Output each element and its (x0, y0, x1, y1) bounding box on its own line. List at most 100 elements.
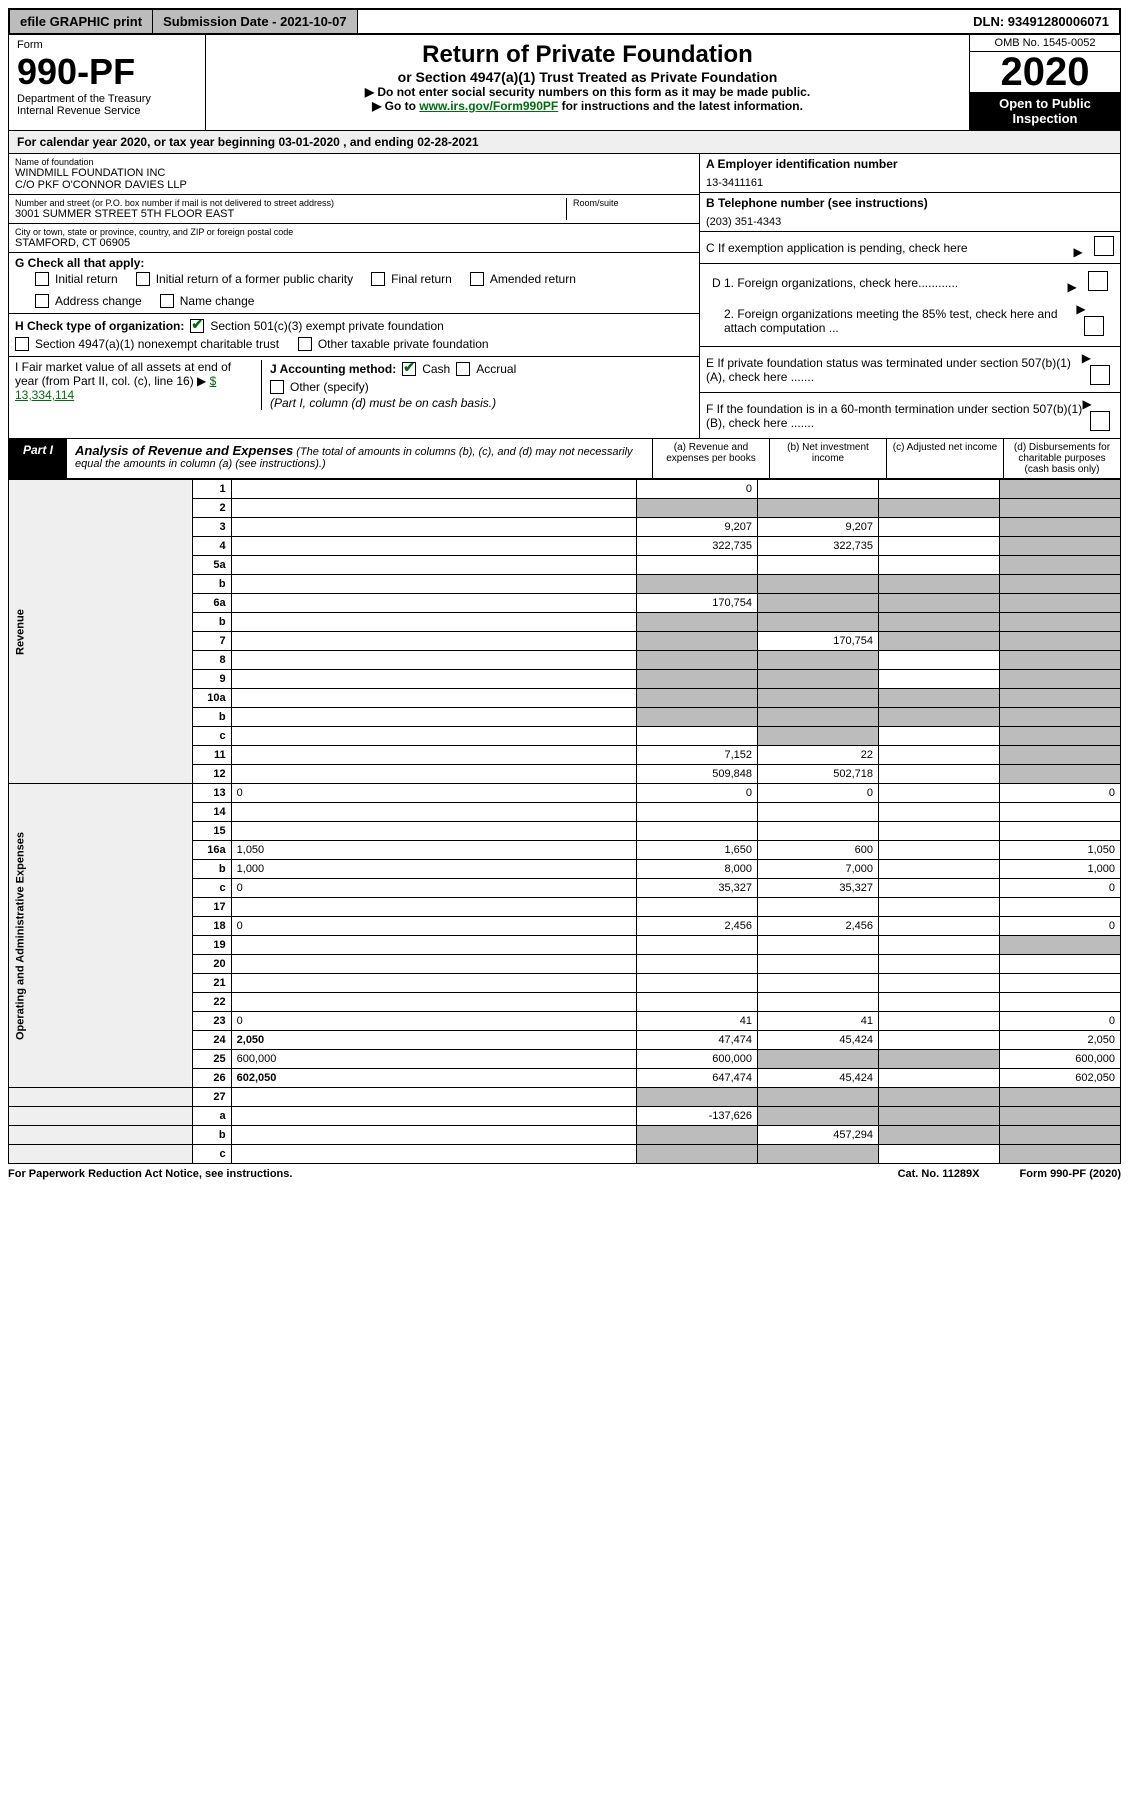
amount-cell (879, 974, 1000, 993)
d1-checkbox[interactable] (1088, 271, 1108, 291)
row-description: 0 (231, 784, 636, 803)
row-number: 23 (192, 1012, 231, 1031)
amount-cell (1000, 632, 1121, 651)
cash-checkbox[interactable] (402, 362, 416, 376)
amount-cell (637, 632, 758, 651)
row-number: 14 (192, 803, 231, 822)
amount-cell (637, 1145, 758, 1164)
amount-cell (879, 689, 1000, 708)
amount-cell (637, 1126, 758, 1145)
row-number: 26 (192, 1069, 231, 1088)
dept-treasury: Department of the Treasury (17, 93, 197, 105)
amount-cell (879, 898, 1000, 917)
col-d-header: (d) Disbursements for charitable purpose… (1003, 439, 1120, 478)
row-description (231, 1088, 636, 1107)
row-number: 12 (192, 765, 231, 784)
amount-cell: 1,650 (637, 841, 758, 860)
row-number: 13 (192, 784, 231, 803)
b-phone-label: B Telephone number (see instructions) (706, 196, 1114, 210)
amount-cell (758, 727, 879, 746)
amount-cell (879, 727, 1000, 746)
row-number: 7 (192, 632, 231, 651)
other-method-checkbox[interactable] (270, 380, 284, 394)
row-number: 27 (192, 1088, 231, 1107)
initial-former-checkbox[interactable] (136, 272, 150, 286)
section-label: Revenue (9, 480, 193, 784)
d2-checkbox[interactable] (1084, 316, 1104, 336)
amount-cell (879, 841, 1000, 860)
amount-cell (1000, 537, 1121, 556)
note-goto: ▶ Go to www.irs.gov/Form990PF for instru… (212, 99, 963, 113)
row-number: b (192, 613, 231, 632)
amount-cell (758, 670, 879, 689)
amount-cell (1000, 518, 1121, 537)
amount-cell (1000, 556, 1121, 575)
final-return-checkbox[interactable] (371, 272, 385, 286)
row-description (231, 822, 636, 841)
amount-cell (758, 651, 879, 670)
row-description (231, 955, 636, 974)
irs-label: Internal Revenue Service (17, 105, 197, 117)
page-footer: For Paperwork Reduction Act Notice, see … (8, 1164, 1121, 1184)
efile-button[interactable]: efile GRAPHIC print (10, 10, 153, 33)
amount-cell (637, 822, 758, 841)
row-number: 2 (192, 499, 231, 518)
amount-cell (758, 936, 879, 955)
amount-cell (879, 860, 1000, 879)
amended-return-checkbox[interactable] (470, 272, 484, 286)
row-description (231, 556, 636, 575)
f-checkbox[interactable] (1090, 411, 1110, 431)
row-description: 602,050 (231, 1069, 636, 1088)
col-b-header: (b) Net investment income (769, 439, 886, 478)
amount-cell (637, 974, 758, 993)
amount-cell: 457,294 (758, 1126, 879, 1145)
row-description (231, 993, 636, 1012)
amount-cell (637, 613, 758, 632)
row-description: 0 (231, 879, 636, 898)
ein-value: 13-3411161 (706, 171, 1114, 189)
amount-cell (879, 651, 1000, 670)
row-description (231, 898, 636, 917)
row-description (231, 936, 636, 955)
table-row: c (9, 1145, 1121, 1164)
accrual-checkbox[interactable] (456, 362, 470, 376)
row-number: c (192, 879, 231, 898)
amount-cell: 0 (637, 480, 758, 499)
other-taxable-checkbox[interactable] (298, 337, 312, 351)
amount-cell: 41 (637, 1012, 758, 1031)
name-change-checkbox[interactable] (160, 294, 174, 308)
amount-cell (879, 1107, 1000, 1126)
c-checkbox[interactable] (1094, 236, 1114, 256)
amount-cell (637, 1088, 758, 1107)
address-label: Number and street (or P.O. box number if… (15, 198, 566, 208)
e-checkbox[interactable] (1090, 365, 1110, 385)
amount-cell (758, 689, 879, 708)
c-exemption-label: C If exemption application is pending, c… (706, 241, 968, 255)
room-label: Room/suite (573, 198, 693, 208)
amount-cell (879, 746, 1000, 765)
amount-cell (758, 955, 879, 974)
row-number: c (192, 1145, 231, 1164)
table-row: b457,294 (9, 1126, 1121, 1145)
initial-return-checkbox[interactable] (35, 272, 49, 286)
amount-cell: 600,000 (1000, 1050, 1121, 1069)
amount-cell (1000, 746, 1121, 765)
4947a1-checkbox[interactable] (15, 337, 29, 351)
amount-cell: 9,207 (637, 518, 758, 537)
d1-label: D 1. Foreign organizations, check here..… (712, 276, 958, 290)
form-number: 990-PF (17, 51, 197, 93)
row-number: 17 (192, 898, 231, 917)
amount-cell (637, 499, 758, 518)
amount-cell: 170,754 (637, 594, 758, 613)
amount-cell (1000, 651, 1121, 670)
amount-cell (879, 575, 1000, 594)
i-label: I Fair market value of all assets at end… (15, 360, 231, 388)
form990pf-link[interactable]: www.irs.gov/Form990PF (419, 99, 558, 113)
address-change-checkbox[interactable] (35, 294, 49, 308)
j-label: J Accounting method: (270, 362, 396, 376)
row-description: 1,000 (231, 860, 636, 879)
row-description (231, 1126, 636, 1145)
city-label: City or town, state or province, country… (15, 227, 693, 237)
501c3-checkbox[interactable] (190, 319, 204, 333)
col-c-header: (c) Adjusted net income (886, 439, 1003, 478)
